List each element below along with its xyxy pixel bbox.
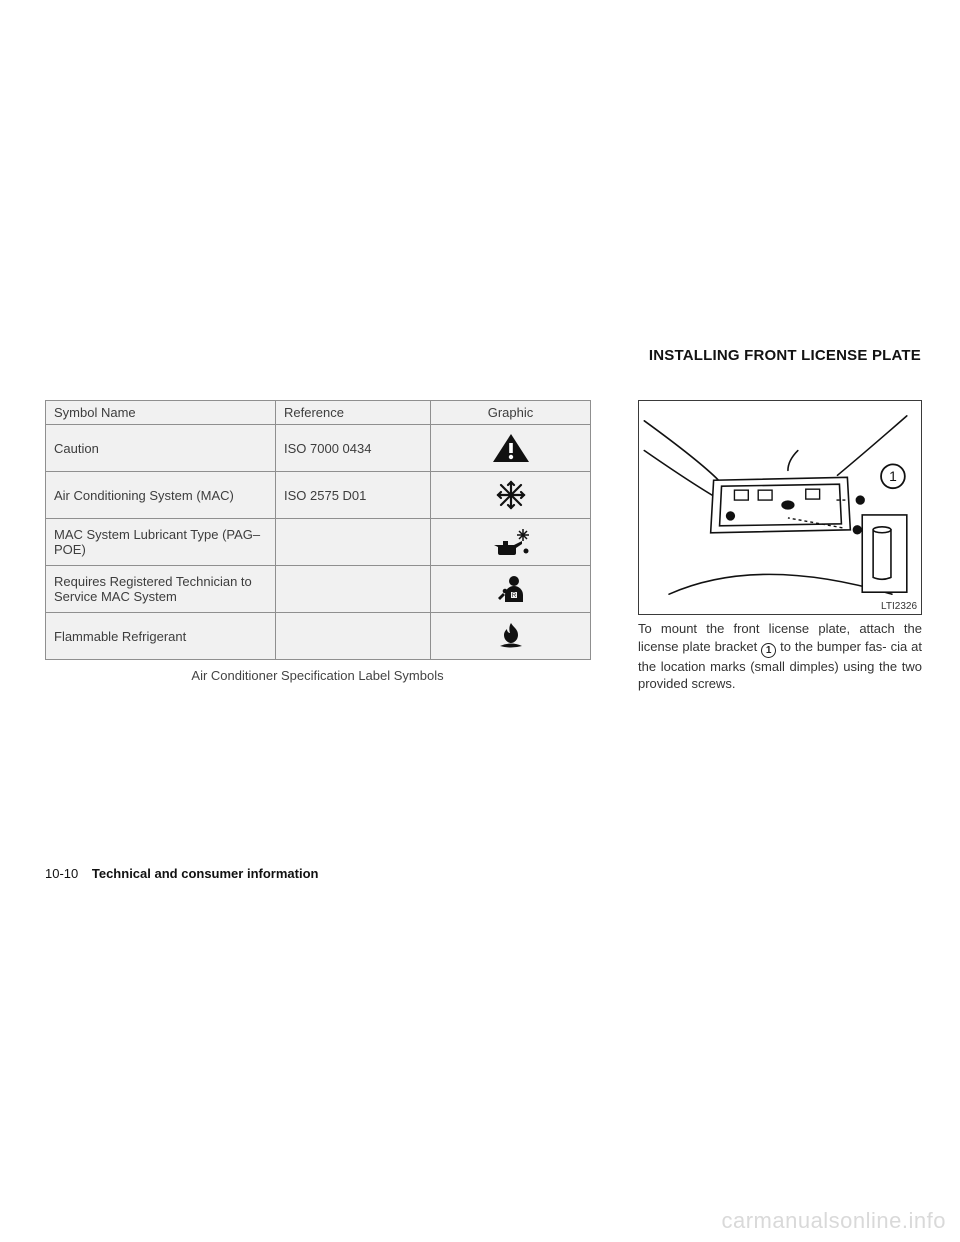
svg-text:R: R [511,593,516,599]
cell-name: Air Conditioning System (MAC) [46,472,276,519]
inline-callout-number: 1 [761,643,776,658]
cell-graphic [431,519,591,566]
th-graphic: Graphic [431,401,591,425]
cell-ref [276,613,431,660]
cell-ref: ISO 2575 D01 [276,472,431,519]
table-caption: Air Conditioner Specification Label Symb… [45,668,590,683]
technician-icon: R [494,574,528,604]
license-plate-illustration: 1 [639,401,921,614]
cell-name: Requires Registered Technician to Servic… [46,566,276,613]
license-plate-region: 1 LTI2326 To mount the front license pla… [638,400,922,693]
table-row: Air Conditioning System (MAC) ISO 2575 D… [46,472,591,519]
th-reference: Reference [276,401,431,425]
table-row: Requires Registered Technician to Servic… [46,566,591,613]
page: INSTALLING FRONT LICENSE PLATE Symbol Na… [0,0,960,1242]
flame-icon [496,621,526,651]
cell-name: MAC System Lubricant Type (PAG–POE) [46,519,276,566]
page-number: 10-10 [45,866,78,881]
snowflake-icon [496,480,526,510]
table-row: Caution ISO 7000 0434 [46,425,591,472]
cell-graphic [431,472,591,519]
page-footer: 10-10 Technical and consumer information [45,866,318,881]
cell-ref: ISO 7000 0434 [276,425,431,472]
oilcan-snowflake-icon [490,527,532,557]
page-title: Technical and consumer information [92,866,319,881]
section-heading: INSTALLING FRONT LICENSE PLATE [649,347,921,364]
cell-graphic [431,425,591,472]
symbols-table-region: Symbol Name Reference Graphic Caution IS… [45,400,590,683]
cell-name: Flammable Refrigerant [46,613,276,660]
table-row: Flammable Refrigerant [46,613,591,660]
table-header-row: Symbol Name Reference Graphic [46,401,591,425]
table-row: MAC System Lubricant Type (PAG–POE) [46,519,591,566]
license-plate-figure: 1 LTI2326 [638,400,922,615]
cell-ref [276,566,431,613]
caution-icon [491,432,531,464]
cell-name: Caution [46,425,276,472]
symbols-table: Symbol Name Reference Graphic Caution IS… [45,400,591,660]
instruction-paragraph: To mount the front license plate, attach… [638,620,922,693]
watermark: carmanualsonline.info [721,1208,946,1234]
cell-graphic [431,613,591,660]
figure-callout-number: 1 [889,468,897,484]
cell-ref [276,519,431,566]
cell-graphic: R [431,566,591,613]
figure-code: LTI2326 [881,601,917,612]
th-symbol-name: Symbol Name [46,401,276,425]
